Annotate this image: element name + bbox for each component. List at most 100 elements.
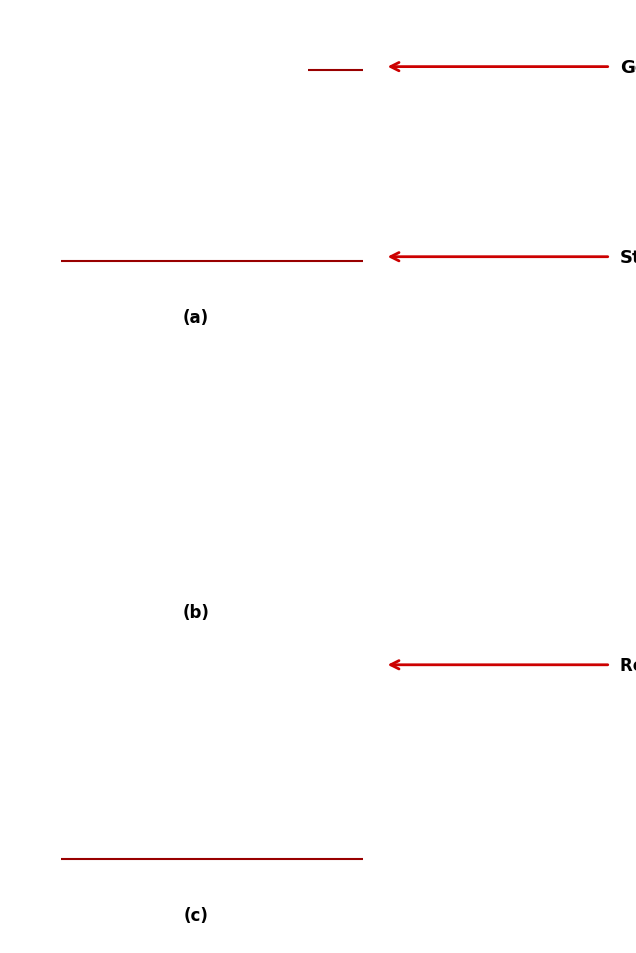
Text: W: W (361, 438, 366, 447)
Text: 0: 0 (18, 48, 24, 57)
Text: 20: 20 (56, 702, 66, 711)
Text: 19: 19 (303, 702, 313, 711)
Text: W: W (361, 219, 366, 228)
Text: W: W (223, 571, 228, 580)
Text: 17: 17 (221, 362, 231, 372)
Text: W: W (169, 476, 173, 485)
Text: 12: 12 (359, 335, 368, 344)
Text: W: W (361, 835, 366, 844)
Text: W: W (113, 873, 118, 882)
Text: W: W (86, 48, 91, 57)
Text: W: W (31, 181, 36, 190)
Text: W: W (59, 343, 63, 353)
Text: 8: 8 (196, 817, 201, 825)
Text: W: W (86, 219, 91, 228)
Text: W: W (196, 873, 201, 882)
Text: 19: 19 (303, 683, 313, 693)
Text: W: W (361, 552, 366, 561)
Text: 16: 16 (221, 400, 231, 409)
Text: W: W (306, 817, 311, 825)
Text: W: W (279, 798, 283, 806)
Text: W: W (333, 48, 338, 57)
Text: 0: 0 (18, 645, 24, 655)
Text: 7: 7 (196, 854, 201, 863)
Text: W: W (86, 343, 91, 353)
Text: 11: 11 (139, 740, 148, 749)
Text: 12: 12 (359, 637, 368, 646)
Text: W: W (169, 645, 173, 655)
Text: W: W (279, 740, 283, 749)
Text: W: W (251, 817, 256, 825)
Text: W: W (113, 162, 118, 171)
Text: 17: 17 (249, 683, 258, 693)
Text: W: W (31, 362, 36, 372)
Text: W: W (279, 854, 283, 863)
Text: W: W (31, 496, 36, 504)
Text: W: W (306, 515, 311, 523)
Text: 11: 11 (331, 39, 341, 49)
Text: 1: 1 (18, 362, 24, 372)
Text: 17: 17 (139, 400, 148, 409)
Text: 8: 8 (223, 533, 228, 542)
Text: 18: 18 (276, 683, 286, 693)
Text: 10: 10 (111, 740, 121, 749)
Text: W: W (361, 143, 366, 152)
Text: Goal: Goal (620, 58, 636, 76)
Text: 9: 9 (279, 39, 283, 49)
Text: W: W (306, 256, 311, 266)
Text: W: W (361, 533, 366, 542)
Text: W: W (31, 67, 36, 76)
Text: 4: 4 (141, 637, 146, 646)
Text: 4: 4 (18, 419, 24, 428)
Text: W: W (251, 533, 256, 542)
Text: W: W (251, 48, 256, 57)
Text: W: W (306, 48, 311, 57)
Text: 20: 20 (331, 438, 341, 447)
Text: 9: 9 (86, 740, 91, 749)
Text: W: W (333, 275, 338, 285)
Text: W: W (333, 105, 338, 113)
Text: W: W (223, 552, 228, 561)
Text: W: W (279, 343, 283, 353)
Text: 4: 4 (141, 39, 146, 49)
Text: W: W (141, 779, 146, 787)
Text: 6: 6 (59, 476, 63, 485)
Text: W: W (169, 275, 173, 285)
Text: W: W (361, 854, 366, 863)
Text: 8: 8 (18, 496, 24, 504)
Text: W: W (86, 721, 91, 730)
Text: 5: 5 (141, 854, 146, 863)
Text: 1: 1 (18, 664, 24, 674)
Text: 3: 3 (59, 533, 63, 542)
Text: 8: 8 (59, 438, 63, 447)
Text: W: W (31, 105, 36, 113)
Text: 9: 9 (196, 515, 201, 523)
Text: 8: 8 (18, 798, 24, 806)
Text: W: W (333, 256, 338, 266)
Text: W: W (31, 162, 36, 171)
Text: 4: 4 (113, 552, 118, 561)
Text: W: W (113, 419, 118, 428)
Text: W: W (361, 873, 366, 882)
Text: 16: 16 (249, 419, 258, 428)
Text: W: W (31, 702, 36, 711)
Text: 20: 20 (111, 381, 121, 391)
Text: W: W (31, 721, 36, 730)
Text: 0: 0 (31, 637, 36, 646)
Text: W: W (86, 515, 91, 523)
Text: W: W (113, 48, 118, 57)
Text: 10: 10 (303, 39, 313, 49)
Text: W: W (196, 200, 201, 209)
Text: W: W (306, 438, 311, 447)
Text: 12: 12 (16, 873, 26, 882)
Text: W: W (113, 571, 118, 580)
Text: W: W (333, 219, 338, 228)
Text: 2: 2 (18, 381, 24, 391)
Text: 2: 2 (86, 39, 91, 49)
Text: W: W (361, 275, 366, 285)
Text: 10: 10 (16, 533, 26, 542)
Text: 7: 7 (18, 779, 24, 787)
Text: 18: 18 (193, 664, 203, 674)
Text: W: W (59, 721, 63, 730)
Text: 6: 6 (196, 637, 201, 646)
